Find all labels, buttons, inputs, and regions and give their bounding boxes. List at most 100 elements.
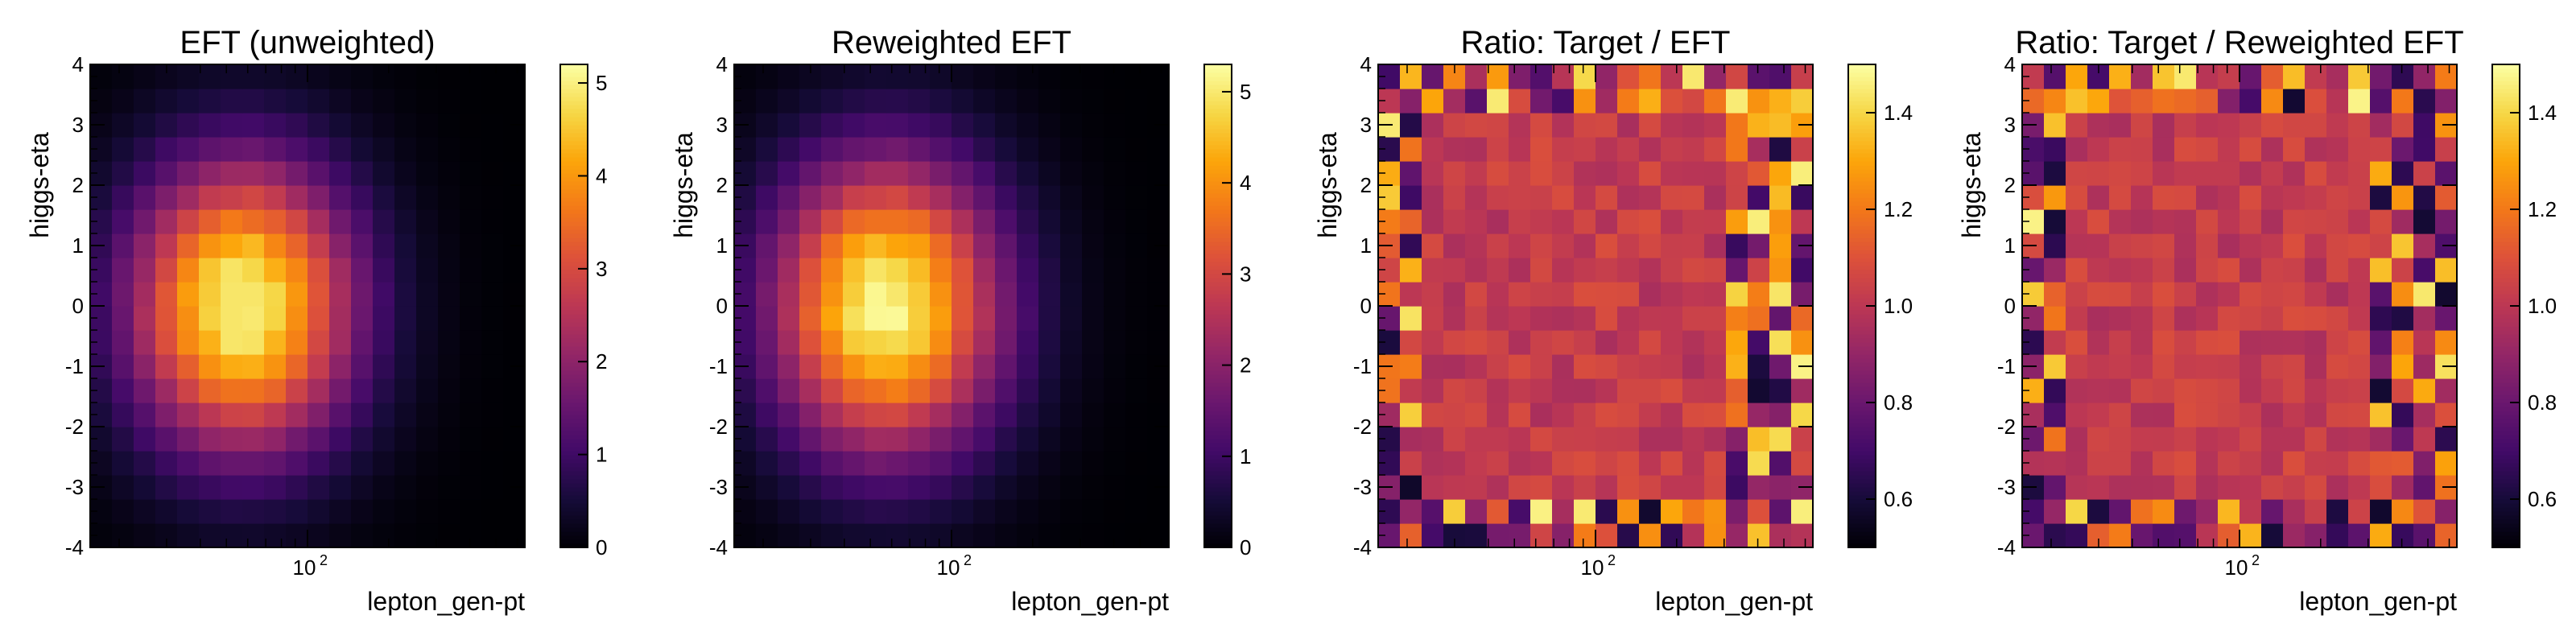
heatmap-cell (1038, 233, 1061, 258)
heatmap-cell (2153, 233, 2175, 258)
colorbar-step (1848, 419, 1876, 423)
heatmap-cell (2218, 306, 2240, 331)
heatmap-cell (2392, 282, 2414, 307)
heatmap-cell (2326, 451, 2349, 476)
heatmap-cell (1596, 137, 1618, 162)
colorbar-step (560, 358, 588, 363)
heatmap-cell (155, 282, 178, 307)
colorbar-step (1204, 157, 1232, 162)
heatmap-cell (2240, 137, 2262, 162)
heatmap-cell (1104, 137, 1126, 162)
y-tick-label: 1 (716, 233, 728, 258)
heatmap-cell (2174, 282, 2197, 307)
heatmap-cell (756, 137, 778, 162)
heatmap-cell (2131, 137, 2153, 162)
heatmap-cell (2435, 282, 2458, 307)
heatmap-cell (1769, 354, 1792, 379)
heatmap-cell (778, 233, 800, 258)
heatmap-cell (1726, 113, 1748, 138)
heatmap-cell (2066, 402, 2088, 427)
heatmap-cell (199, 258, 221, 283)
heatmap-cell (1017, 233, 1039, 258)
heatmap-cell (799, 306, 822, 331)
heatmap-cell (1125, 354, 1148, 379)
heatmap-cell (1125, 185, 1148, 210)
heatmap-cell (1596, 161, 1618, 186)
heatmap-cell (2087, 354, 2110, 379)
heatmap-cell (2218, 89, 2240, 114)
colorbar-step (1848, 523, 1876, 528)
colorbar-step (1848, 487, 1876, 492)
colorbar-step (1848, 402, 1876, 407)
heatmap-cell (438, 306, 460, 331)
heatmap-cell (460, 185, 482, 210)
heatmap-cell (1400, 499, 1422, 524)
heatmap-cell (1017, 64, 1039, 89)
heatmap-cell (286, 330, 308, 355)
heatmap-cell (1552, 89, 1575, 114)
heatmap-cell (952, 378, 974, 403)
heatmap-cell (1038, 402, 1061, 427)
heatmap-cell (930, 475, 952, 500)
heatmap-cell (1639, 354, 1662, 379)
colorbar-step (560, 394, 588, 399)
heatmap-cell (177, 427, 200, 452)
heatmap-cell (221, 354, 243, 379)
heatmap-cell (394, 258, 417, 283)
colorbar-step (2492, 101, 2520, 105)
heatmap-cell (373, 258, 395, 283)
colorbar-step (2492, 193, 2520, 198)
heatmap-cell (1552, 113, 1575, 138)
heatmap-cell (416, 451, 439, 476)
heatmap-cell (2392, 402, 2414, 427)
colorbar-step (2492, 427, 2520, 431)
heatmap-cell (843, 451, 865, 476)
heatmap-cell (1704, 378, 1727, 403)
heatmap-cell (394, 330, 417, 355)
heatmap-cell (1443, 282, 1466, 307)
heatmap-cell (2044, 523, 2066, 548)
heatmap-cell (1487, 402, 1509, 427)
colorbar-tick-label: 1.2 (2528, 197, 2557, 221)
colorbar-step (1204, 334, 1232, 339)
heatmap-cell (394, 209, 417, 234)
colorbar-step (1204, 173, 1232, 178)
heatmap-cell (1574, 282, 1596, 307)
colorbar-step (1848, 495, 1876, 500)
colorbar-step (560, 402, 588, 407)
colorbar-step (1204, 254, 1232, 258)
heatmap-cell (1038, 209, 1061, 234)
heatmap-cell (481, 209, 504, 234)
heatmap-cell (2044, 185, 2066, 210)
heatmap-cell (2283, 64, 2306, 89)
heatmap-cell (1748, 113, 1770, 138)
heatmap-cell (1465, 113, 1488, 138)
heatmap-cell (1443, 499, 1466, 524)
heatmap-cell (2305, 499, 2327, 524)
heatmap-cell (952, 89, 974, 114)
heatmap-cell (865, 137, 887, 162)
heatmap-cell (1791, 330, 1814, 355)
heatmap-cell (1147, 185, 1170, 210)
heatmap-cell (1639, 427, 1662, 452)
y-tick-label: 0 (716, 294, 728, 318)
heatmap-cell (930, 209, 952, 234)
heatmap-cell (821, 89, 844, 114)
colorbar-step (1204, 378, 1232, 383)
heatmap-cell (843, 523, 865, 548)
heatmap-cell (2392, 354, 2414, 379)
heatmap-cell (2109, 233, 2132, 258)
heatmap-cell (2261, 282, 2284, 307)
colorbar-step (1848, 101, 1876, 105)
heatmap-cell (112, 161, 134, 186)
colorbar-step (560, 499, 588, 504)
heatmap-cell (155, 185, 178, 210)
heatmap-cell (1509, 113, 1531, 138)
heatmap-cell (308, 354, 330, 379)
heatmap-cell (1682, 499, 1705, 524)
colorbar-step (1204, 221, 1232, 226)
heatmap-cell (1104, 306, 1126, 331)
heatmap-cell (308, 64, 330, 89)
heatmap-cell (155, 161, 178, 186)
heatmap-cell (2196, 306, 2219, 331)
